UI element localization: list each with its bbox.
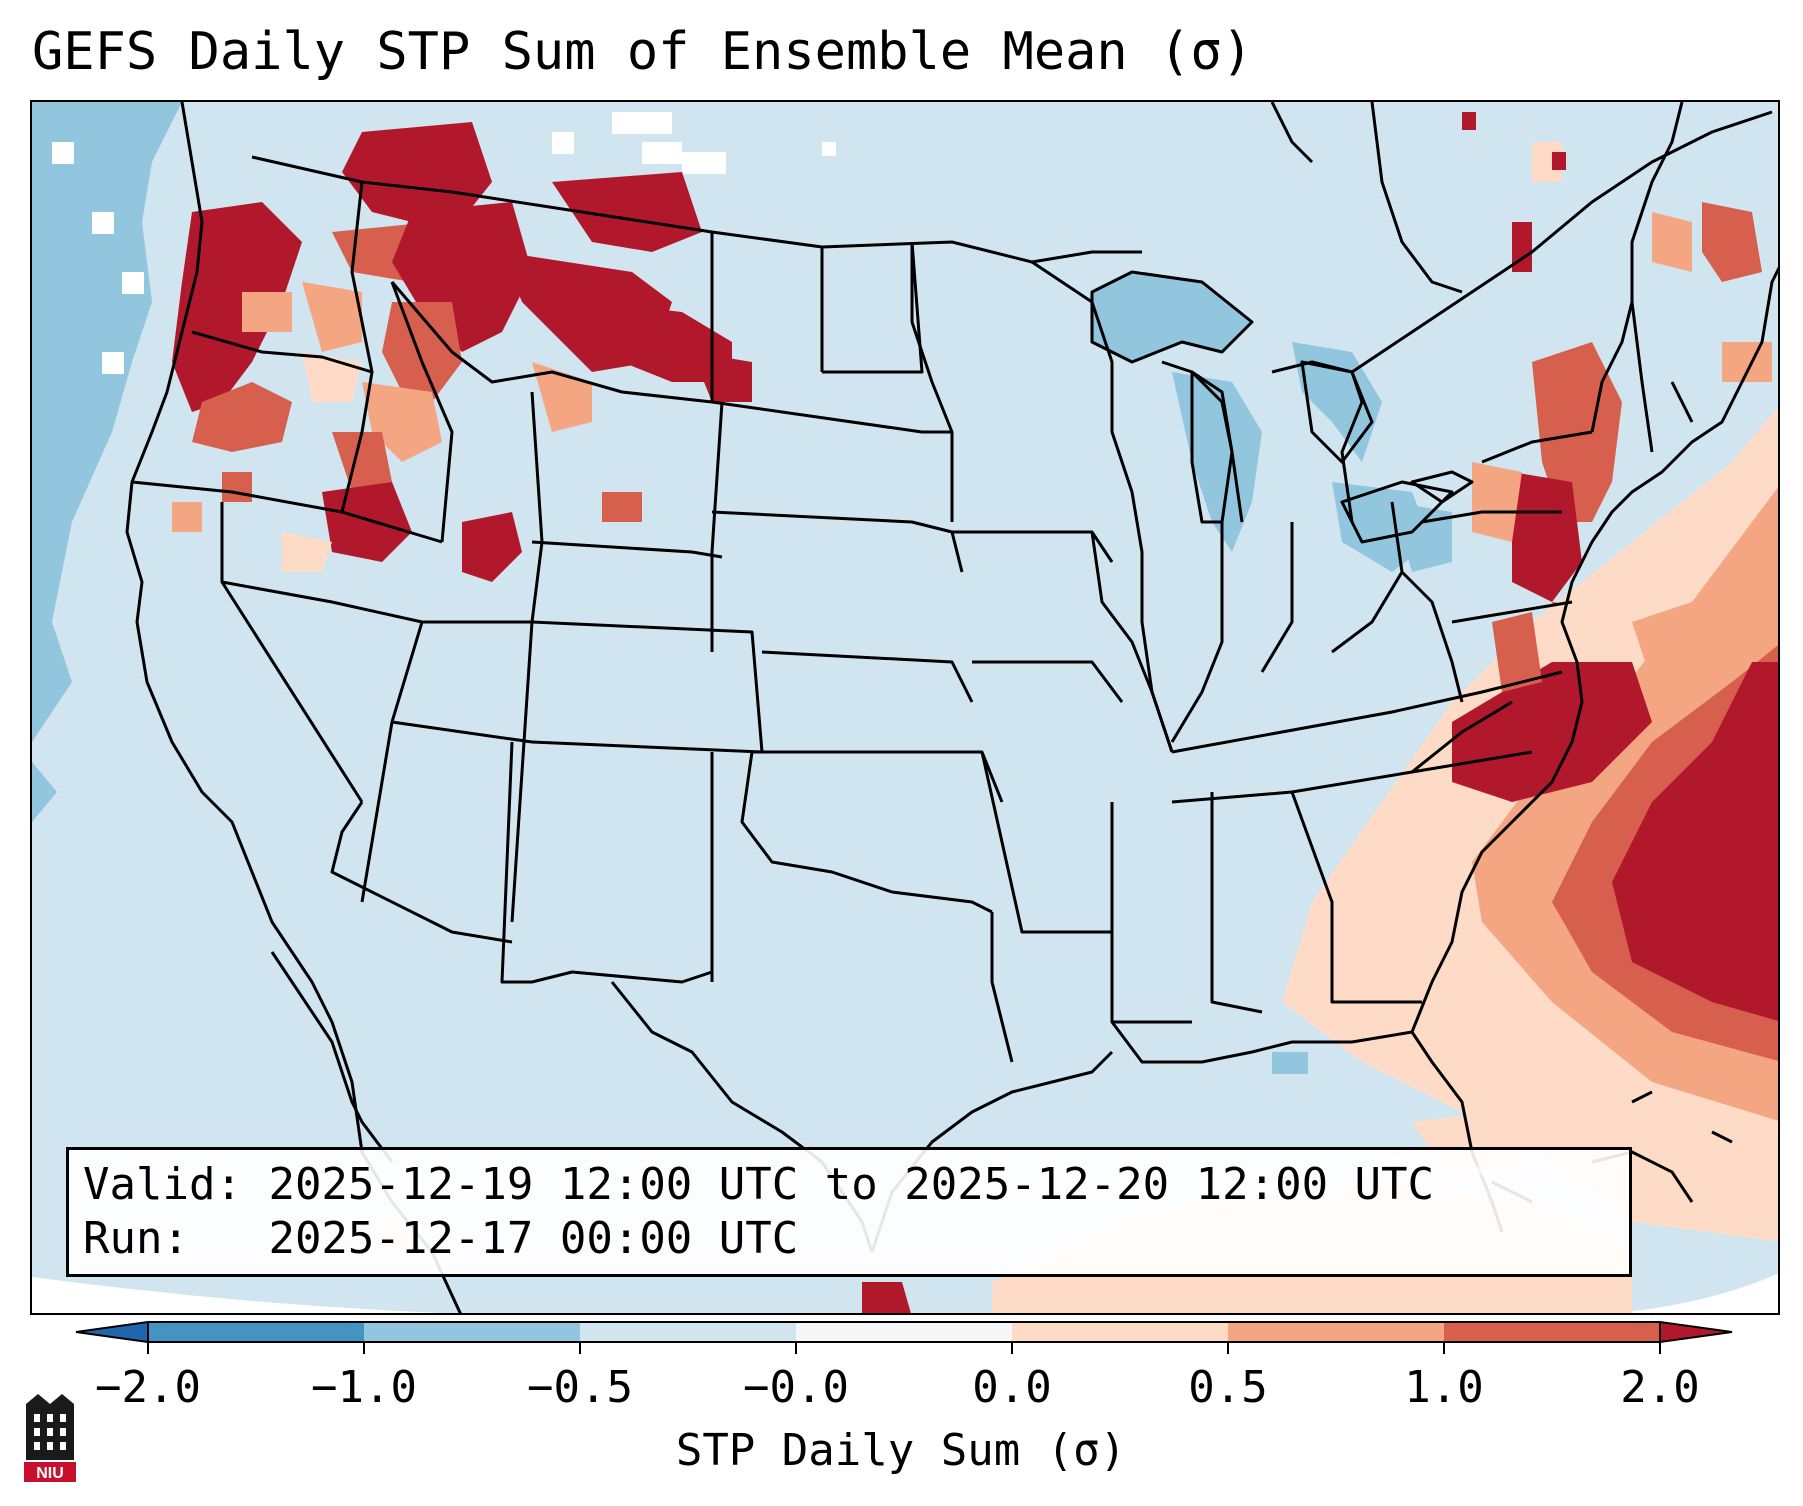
colorbar-segment: [1012, 1322, 1229, 1342]
great-lakes-negative-region: [1092, 272, 1452, 1074]
colorbar-tick-label: −0.0: [743, 1362, 849, 1413]
valid-label: Valid:: [83, 1159, 242, 1210]
colorbar-segment: [796, 1322, 1013, 1342]
map-panel: [30, 100, 1780, 1315]
colorbar-segment: [364, 1322, 581, 1342]
run-label: Run:: [83, 1213, 189, 1264]
colorbar-tick-label: −2.0: [95, 1362, 201, 1413]
colorbar-extend-low: [75, 1320, 149, 1344]
colorbar-tick-label: 2.0: [1620, 1362, 1700, 1413]
colorbar-segment: [1444, 1322, 1661, 1342]
colorbar-tick-label: 0.0: [972, 1362, 1052, 1413]
colorbar: [75, 1320, 1733, 1354]
colorbar-tick-label: 0.5: [1188, 1362, 1268, 1413]
logo-text: NIU: [36, 1465, 64, 1482]
colorbar-tick-label: −0.5: [527, 1362, 633, 1413]
pacific-negative-region: [32, 102, 182, 822]
valid-run-info-box: Valid: 2025-12-19 12:00 UTC to 2025-12-2…: [66, 1147, 1632, 1277]
niu-logo: NIU: [24, 1394, 76, 1482]
colorbar-label: STP Daily Sum (σ): [675, 1425, 1127, 1476]
valid-value: 2025-12-19 12:00 UTC to 2025-12-20 12:00…: [268, 1159, 1435, 1210]
colorbar-segment: [580, 1322, 797, 1342]
projection-edge: [32, 1277, 443, 1313]
northwest-positive-region: [172, 122, 752, 582]
colorbar-outline: [147, 1321, 1661, 1343]
colorbar-tick-label: 1.0: [1404, 1362, 1484, 1413]
colorbar-segment: [148, 1322, 365, 1342]
run-value: 2025-12-17 00:00 UTC: [268, 1213, 799, 1264]
north-white-spots: [552, 112, 836, 174]
colorbar-extend-high: [1659, 1320, 1733, 1344]
map-title: GEFS Daily STP Sum of Ensemble Mean (σ): [32, 22, 1253, 82]
projection-edge: [1616, 1273, 1778, 1313]
stp-field-map: [32, 102, 1778, 1313]
colorbar-tick-label: −1.0: [311, 1362, 417, 1413]
colorbar-segment: [1228, 1322, 1445, 1342]
